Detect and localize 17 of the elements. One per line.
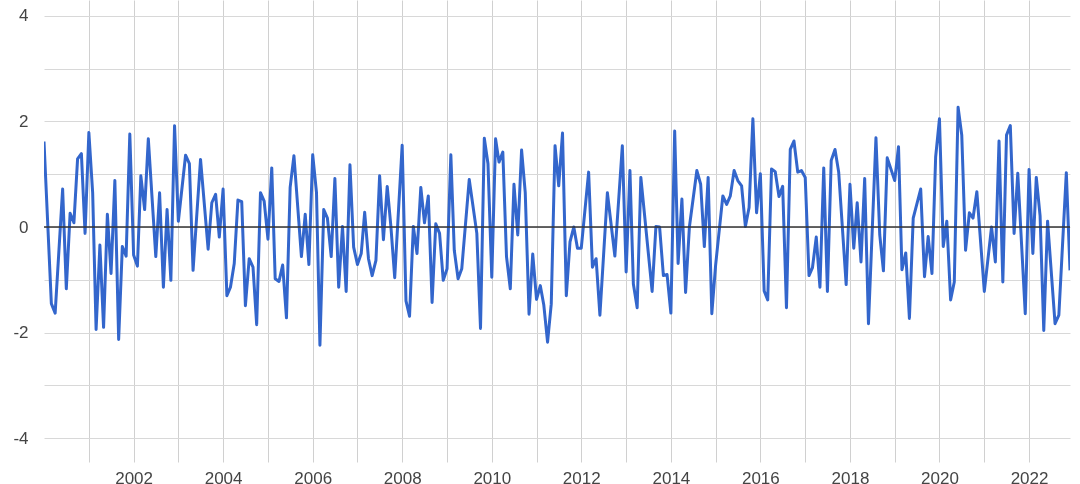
y-tick-label: -4 — [13, 428, 29, 448]
y-tick-label: -2 — [13, 323, 29, 343]
x-tick-label: 2006 — [294, 468, 333, 484]
y-tick-label: 4 — [19, 6, 29, 26]
x-tick-label: 2014 — [652, 468, 691, 484]
x-tick-label: 2008 — [383, 468, 422, 484]
x-tick-label: 2016 — [741, 468, 780, 484]
x-tick-label: 2022 — [1010, 468, 1049, 484]
x-tick-label: 2018 — [831, 468, 870, 484]
x-tick-label: 2002 — [115, 468, 154, 484]
x-tick-label: 2012 — [562, 468, 601, 484]
x-tick-label: 2004 — [204, 468, 243, 484]
x-tick-label: 2020 — [921, 468, 959, 484]
line-series — [44, 105, 1070, 347]
y-tick-label: 2 — [19, 111, 29, 131]
y-tick-label: 0 — [19, 217, 29, 237]
x-tick-label: 2010 — [473, 468, 512, 484]
